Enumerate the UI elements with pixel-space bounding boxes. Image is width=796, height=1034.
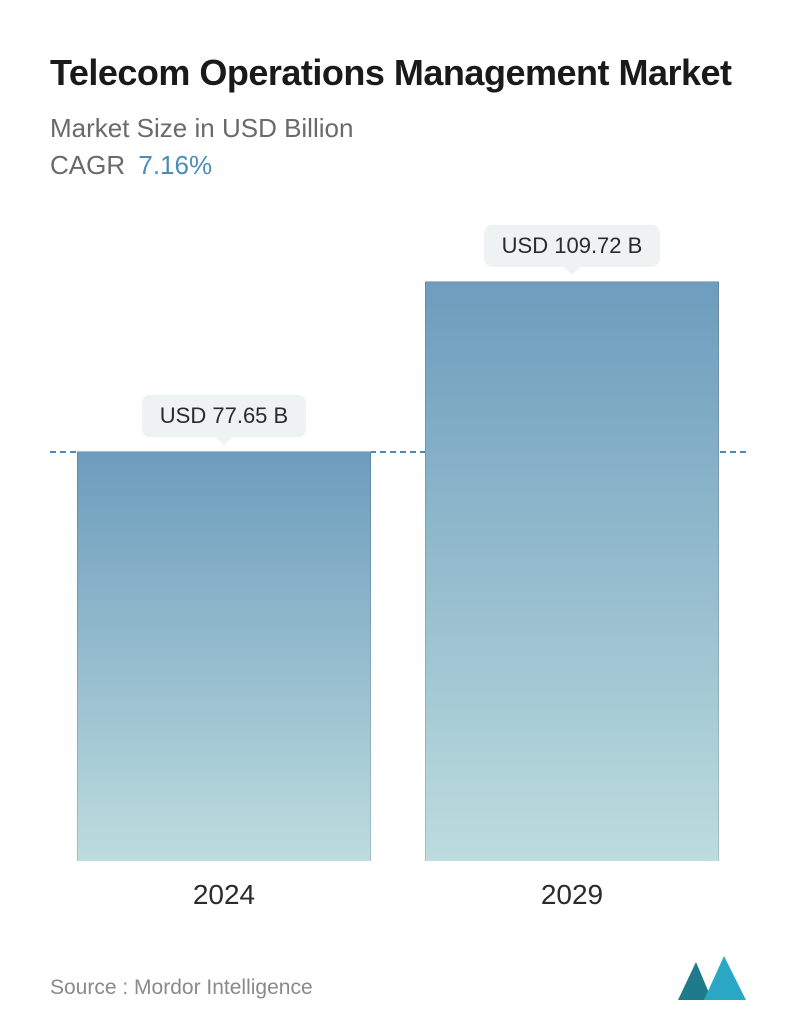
- bars-container: USD 77.65 B USD 109.72 B: [50, 221, 746, 861]
- cagr-row: CAGR 7.16%: [50, 150, 746, 181]
- bar-column: USD 109.72 B: [412, 225, 732, 861]
- bar-column: USD 77.65 B: [64, 395, 384, 861]
- cagr-label: CAGR: [50, 150, 125, 180]
- bar: [77, 451, 372, 861]
- footer: Source : Mordor Intelligence: [50, 956, 746, 1000]
- page-title: Telecom Operations Management Market: [50, 50, 746, 95]
- source-text: Source : Mordor Intelligence: [50, 976, 313, 1000]
- bar-chart: USD 77.65 B USD 109.72 B: [50, 221, 746, 861]
- cagr-value: 7.16%: [138, 150, 212, 180]
- value-badge: USD 109.72 B: [484, 225, 661, 267]
- x-axis-label: 2029: [412, 879, 732, 911]
- x-axis-labels: 2024 2029: [50, 879, 746, 911]
- bar: [425, 281, 720, 861]
- x-axis-label: 2024: [64, 879, 384, 911]
- mordor-logo-icon: [678, 956, 746, 1000]
- subtitle: Market Size in USD Billion: [50, 113, 746, 144]
- value-badge: USD 77.65 B: [142, 395, 306, 437]
